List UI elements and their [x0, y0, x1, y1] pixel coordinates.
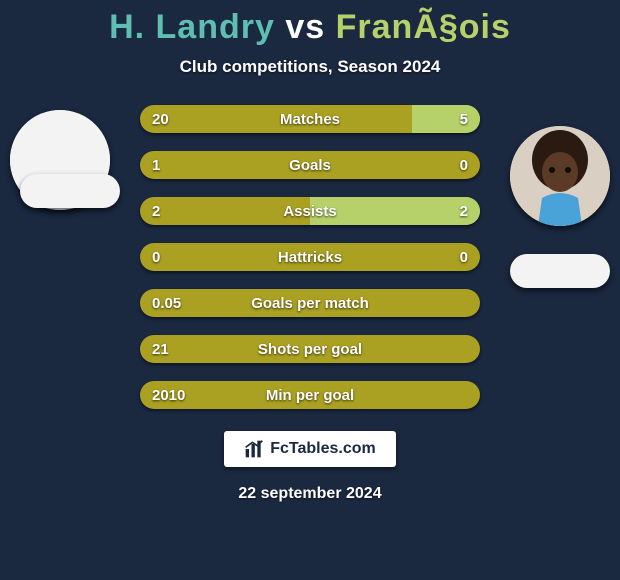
stat-value-right: 2 — [460, 203, 468, 220]
stat-bar: Matches205 — [140, 105, 480, 133]
branding-text: FcTables.com — [270, 440, 376, 458]
stat-label: Hattricks — [140, 249, 480, 266]
stat-value-left: 2 — [152, 203, 160, 220]
stat-value-left: 0 — [152, 249, 160, 266]
stat-bar: Hattricks0 0 — [140, 243, 480, 271]
stat-bar: Shots per goal21 — [140, 335, 480, 363]
comparison-title: H. Landry vs FranÃ§ois — [109, 8, 511, 47]
stat-bar: Assists22 — [140, 197, 480, 225]
stat-bar-right-segment — [310, 197, 480, 225]
player-photo-icon — [510, 126, 610, 226]
stat-label: Goals per match — [140, 295, 480, 312]
player2-avatar — [510, 126, 610, 226]
vs-word: vs — [285, 8, 325, 46]
player1-club-badge — [20, 174, 120, 208]
stat-value-right: 0 — [460, 249, 468, 266]
date-text: 22 september 2024 — [238, 485, 381, 503]
player2-name: FranÃ§ois — [336, 8, 511, 46]
subtitle: Club competitions, Season 2024 — [180, 57, 441, 77]
stat-value-left: 2010 — [152, 387, 185, 404]
branding-badge: FcTables.com — [224, 431, 396, 467]
stat-label: Goals — [140, 157, 480, 174]
stat-value-right: 5 — [460, 111, 468, 128]
stat-value-left: 20 — [152, 111, 169, 128]
stat-value-left: 1 — [152, 157, 160, 174]
player1-name: H. Landry — [109, 8, 275, 46]
stat-value-left: 0.05 — [152, 295, 181, 312]
player2-club-badge — [510, 254, 610, 288]
stat-value-left: 21 — [152, 341, 169, 358]
stat-label: Min per goal — [140, 387, 480, 404]
bars-logo-icon — [244, 439, 264, 459]
stat-bar-right-segment — [412, 105, 480, 133]
stat-value-right: 0 — [460, 157, 468, 174]
stat-bar: Goals1 0 — [140, 151, 480, 179]
stat-bar: Min per goal2010 — [140, 381, 480, 409]
stat-bar: Goals per match0.05 — [140, 289, 480, 317]
stat-label: Shots per goal — [140, 341, 480, 358]
